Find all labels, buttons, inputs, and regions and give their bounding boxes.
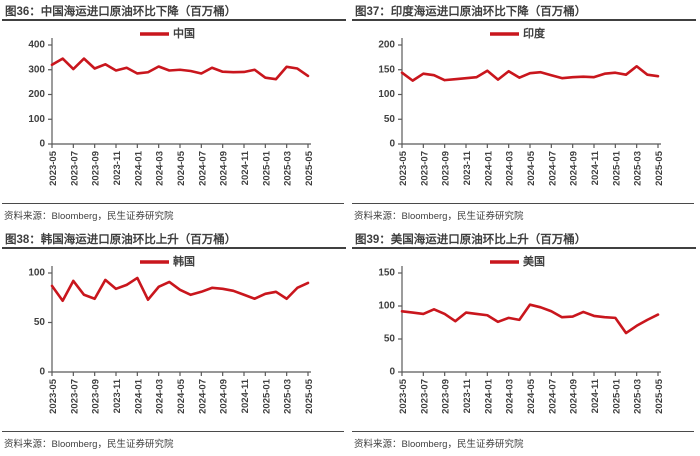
legend-label: 美国 [523, 254, 545, 268]
title-rule [2, 247, 346, 249]
x-axis-label: 2024-03 [505, 151, 516, 186]
y-axis-label: 0 [39, 367, 45, 378]
legend-label: 印度 [523, 26, 546, 40]
y-axis-label: 100 [378, 89, 395, 100]
x-axis-label: 2024-01 [483, 378, 494, 414]
source-note: 资料来源：Bloomberg，民生证券研究院 [352, 431, 694, 450]
y-axis-label: 150 [378, 268, 395, 279]
x-axis-label: 2024-05 [526, 150, 537, 186]
y-axis-label: 0 [389, 367, 395, 378]
line-chart-china: 中国 0 100 200 300 400 2023-05 2023-07 2023-09 2023… [28, 26, 315, 186]
y-axis-label: 100 [378, 301, 395, 312]
legend-label: 中国 [173, 26, 195, 40]
title-rule [352, 19, 696, 21]
x-axis-label: 2024-07 [197, 379, 208, 414]
data-line [400, 64, 660, 82]
title-rule [352, 247, 696, 249]
x-axis-label: 2024-09 [219, 151, 230, 186]
x-axis-label: 2025-03 [633, 151, 644, 186]
source-note: 资料来源：Bloomberg，民生证券研究院 [352, 203, 694, 222]
figure-panel-36: 图36：中国海运进口原油环比下降（百万桶） 中国 0 100 200 300 400 202… [0, 0, 350, 228]
x-axis-label: 2024-11 [240, 378, 251, 413]
x-axis-label: 2023-05 [398, 150, 409, 186]
y-axis-label: 200 [28, 89, 45, 100]
x-axis-label: 2023-05 [48, 150, 59, 186]
data-line [400, 303, 660, 335]
x-axis-label: 2024-09 [219, 379, 230, 414]
y-axis-label: 100 [28, 114, 45, 125]
figure-title: 图37：印度海运进口原油环比下降（百万桶） [355, 6, 587, 18]
x-axis-label: 2025-01 [261, 378, 272, 414]
y-axis-label: 50 [34, 317, 46, 328]
x-axis-label: 2023-11 [462, 150, 473, 185]
source-note: 资料来源：Bloomberg，民生证券研究院 [2, 203, 344, 222]
x-axis-label: 2025-05 [654, 150, 665, 186]
data-line [50, 57, 310, 81]
y-axis-label: 400 [28, 40, 45, 51]
y-axis-label: 50 [384, 114, 396, 125]
x-axis-label: 2023-11 [112, 378, 123, 413]
x-axis-label: 2023-09 [441, 379, 452, 414]
y-axis-label: 0 [39, 139, 45, 150]
x-axis-label: 2025-01 [611, 150, 622, 186]
x-axis-label: 2024-11 [590, 378, 601, 413]
figure-panel-39: 图39：美国海运进口原油环比上升（百万桶） 美国 0 50 100 150 2023-05… [350, 228, 700, 456]
title-rule [2, 19, 346, 21]
legend-label: 韩国 [173, 254, 195, 268]
figure-title: 图36：中国海运进口原油环比下降（百万桶） [5, 6, 237, 18]
x-axis-label: 2023-07 [419, 151, 430, 186]
x-axis-label: 2024-09 [569, 379, 580, 414]
x-axis-label: 2024-05 [526, 378, 537, 414]
x-axis-label: 2024-01 [133, 150, 144, 186]
x-axis-label: 2024-03 [155, 151, 166, 186]
line-chart-usa: 美国 0 50 100 150 2023-05 2023-07 2023-09 2023-11 2… [378, 254, 665, 414]
y-axis-label: 0 [389, 139, 395, 150]
x-axis-label: 2023-07 [69, 379, 80, 414]
x-axis-label: 2023-11 [112, 150, 123, 185]
figure-title: 图38：韩国海运进口原油环比上升（百万桶） [5, 234, 237, 246]
x-axis-label: 2023-09 [441, 151, 452, 186]
x-axis-label: 2025-01 [261, 150, 272, 186]
y-axis-label: 50 [384, 334, 396, 345]
x-axis-label: 2025-05 [304, 150, 315, 186]
x-axis-label: 2025-03 [633, 379, 644, 414]
y-axis-label: 200 [378, 40, 395, 51]
x-axis-label: 2025-01 [611, 378, 622, 414]
x-axis-label: 2025-03 [283, 151, 294, 186]
line-chart-india: 印度 0 50 100 150 200 2023-05 2023-07 2023-09 2023-… [378, 26, 665, 186]
x-axis-label: 2024-03 [505, 379, 516, 414]
x-axis-label: 2024-11 [240, 150, 251, 185]
x-axis-label: 2023-07 [419, 379, 430, 414]
x-axis-label: 2025-05 [654, 378, 665, 414]
x-axis-label: 2024-05 [176, 378, 187, 414]
x-axis-label: 2025-05 [304, 378, 315, 414]
y-axis-label: 100 [28, 268, 45, 279]
x-axis-label: 2023-09 [91, 379, 102, 414]
y-axis-label: 300 [28, 64, 45, 75]
x-axis-label: 2024-07 [547, 379, 558, 414]
x-axis-label: 2024-05 [176, 150, 187, 186]
x-axis-label: 2023-07 [69, 151, 80, 186]
x-axis-label: 2024-09 [569, 151, 580, 186]
x-axis-label: 2023-05 [48, 378, 59, 414]
x-axis-label: 2023-11 [462, 378, 473, 413]
x-axis-label: 2024-11 [590, 150, 601, 185]
line-chart-korea: 韩国 0 50 100 2023-05 2023-07 2023-09 2023-11 2024… [28, 254, 315, 414]
figure-title: 图39：美国海运进口原油环比上升（百万桶） [355, 234, 587, 246]
source-note: 资料来源：Bloomberg，民生证券研究院 [2, 431, 344, 450]
x-axis-label: 2024-07 [197, 151, 208, 186]
figure-panel-38: 图38：韩国海运进口原油环比上升（百万桶） 韩国 0 50 100 2023-05 202… [0, 228, 350, 456]
x-axis-label: 2024-01 [483, 150, 494, 186]
x-axis-label: 2023-05 [398, 378, 409, 414]
x-axis-label: 2024-03 [155, 379, 166, 414]
y-axis-label: 150 [378, 64, 395, 75]
x-axis-label: 2023-09 [91, 151, 102, 186]
x-axis-label: 2024-07 [547, 151, 558, 186]
figure-panel-37: 图37：印度海运进口原油环比下降（百万桶） 印度 0 50 100 150 200 2023… [350, 0, 700, 228]
data-line [50, 276, 310, 303]
x-axis-label: 2024-01 [133, 378, 144, 414]
x-axis-label: 2025-03 [283, 379, 294, 414]
